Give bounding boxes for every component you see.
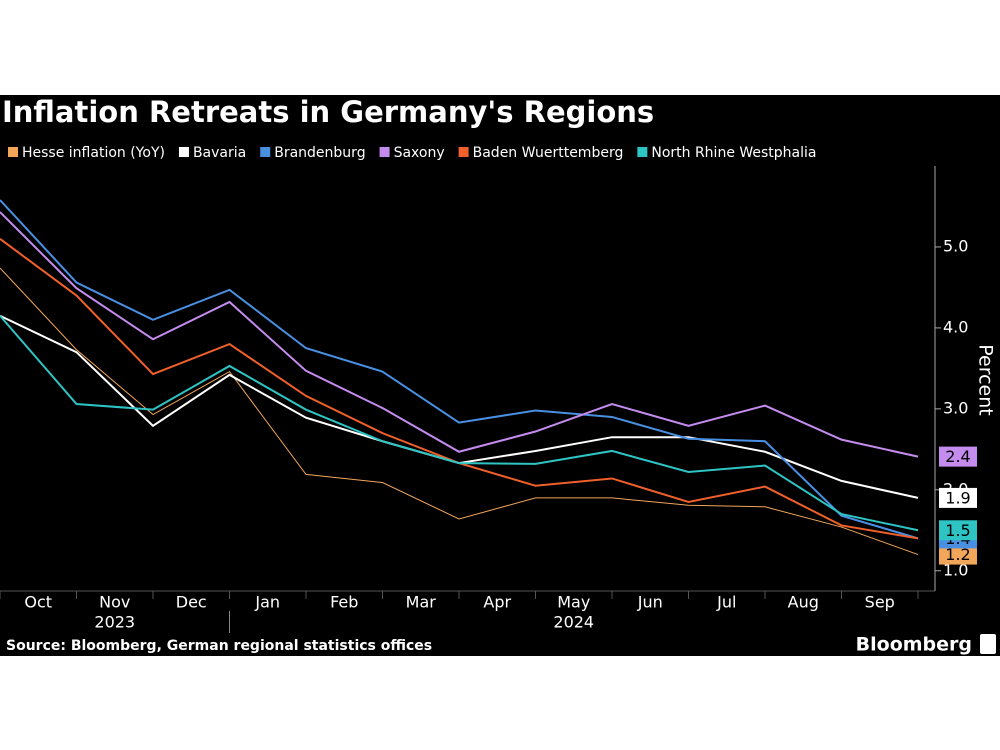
chart-title: Inflation Retreats in Germany's Regions: [2, 95, 654, 129]
end-label: 2.4: [945, 447, 970, 466]
x-tick-label: Apr: [483, 593, 511, 612]
x-tick-label: Feb: [330, 593, 358, 612]
legend-label: Baden Wuerttemberg: [473, 145, 624, 161]
series-line: [0, 315, 919, 532]
year-label: 2024: [553, 613, 594, 632]
x-tick-label: Oct: [24, 593, 52, 612]
x-tick-label: Nov: [99, 593, 130, 612]
y-tick-label: 3.0: [943, 398, 968, 417]
source: Source: Bloomberg, German regional stati…: [6, 638, 432, 654]
legend-swatch: [8, 147, 18, 157]
y-tick-label: 4.0: [943, 317, 968, 336]
y-tick-label: 5.0: [943, 236, 968, 255]
brand: Bloomberg: [856, 634, 972, 656]
legend-swatch: [260, 147, 271, 157]
year-label: 2023: [94, 613, 135, 632]
x-tick-label: Jun: [637, 593, 663, 612]
legend-label: Saxony: [394, 145, 445, 161]
x-tick-label: May: [557, 593, 590, 612]
legend-label: Hesse inflation (YoY): [22, 145, 165, 161]
x-tick-label: Mar: [406, 593, 437, 612]
end-label-box: [939, 446, 977, 467]
end-label: 1.2: [945, 545, 970, 564]
end-label-box: [939, 487, 977, 508]
end-label: 1.9: [945, 488, 970, 507]
legend-label: Bavaria: [193, 145, 246, 161]
series-line: [0, 199, 919, 540]
brand-icon: [980, 634, 996, 654]
legend-swatch: [637, 147, 648, 157]
x-tick-label: Sep: [865, 593, 895, 612]
legend-swatch: [458, 147, 469, 157]
x-tick-label: Dec: [176, 593, 207, 612]
y-axis-label: Percent: [975, 344, 997, 416]
chart-background: [0, 95, 1000, 656]
series-line: [0, 267, 919, 556]
end-label-box: [939, 544, 977, 565]
series-line: [0, 211, 919, 458]
legend-swatch: [178, 147, 189, 157]
legend-swatch: [379, 147, 390, 157]
x-tick-label: Jul: [716, 593, 736, 612]
end-label: 1.5: [945, 521, 970, 540]
legend-label: North Rhine Westphalia: [651, 145, 816, 161]
legend-label: Brandenburg: [274, 145, 365, 161]
x-tick-label: Jan: [254, 593, 280, 612]
y-tick-label: 1.0: [943, 560, 968, 579]
x-tick-label: Aug: [788, 593, 819, 612]
end-label-box: [939, 520, 977, 541]
